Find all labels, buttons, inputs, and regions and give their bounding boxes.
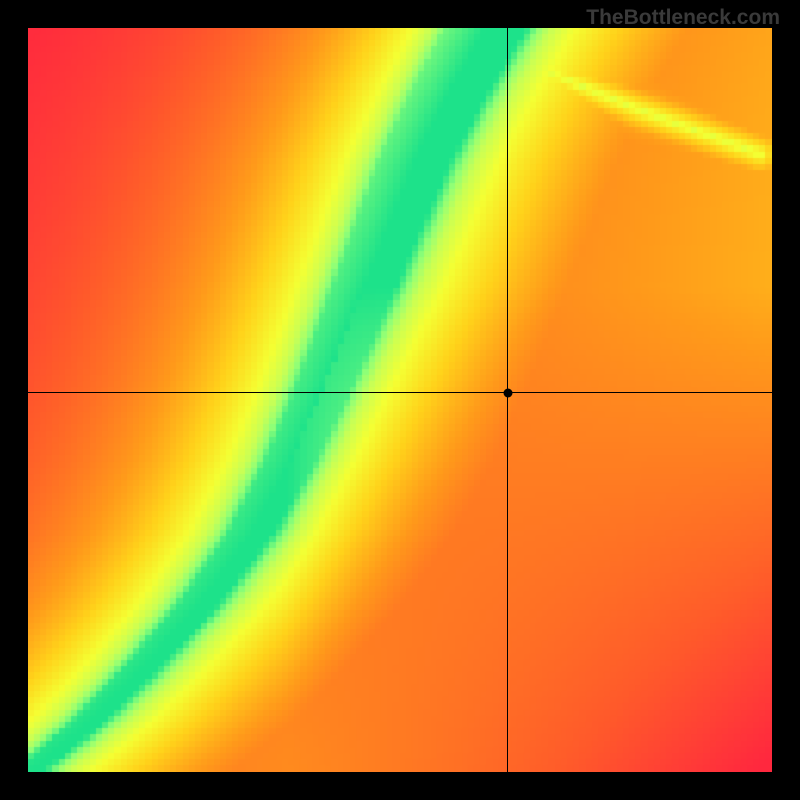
heatmap-plot [28,28,772,772]
crosshair-vertical [507,28,508,772]
crosshair-horizontal [28,392,772,393]
heatmap-canvas [28,28,772,772]
watermark-text: TheBottleneck.com [586,6,780,30]
crosshair-marker-dot [503,388,512,397]
